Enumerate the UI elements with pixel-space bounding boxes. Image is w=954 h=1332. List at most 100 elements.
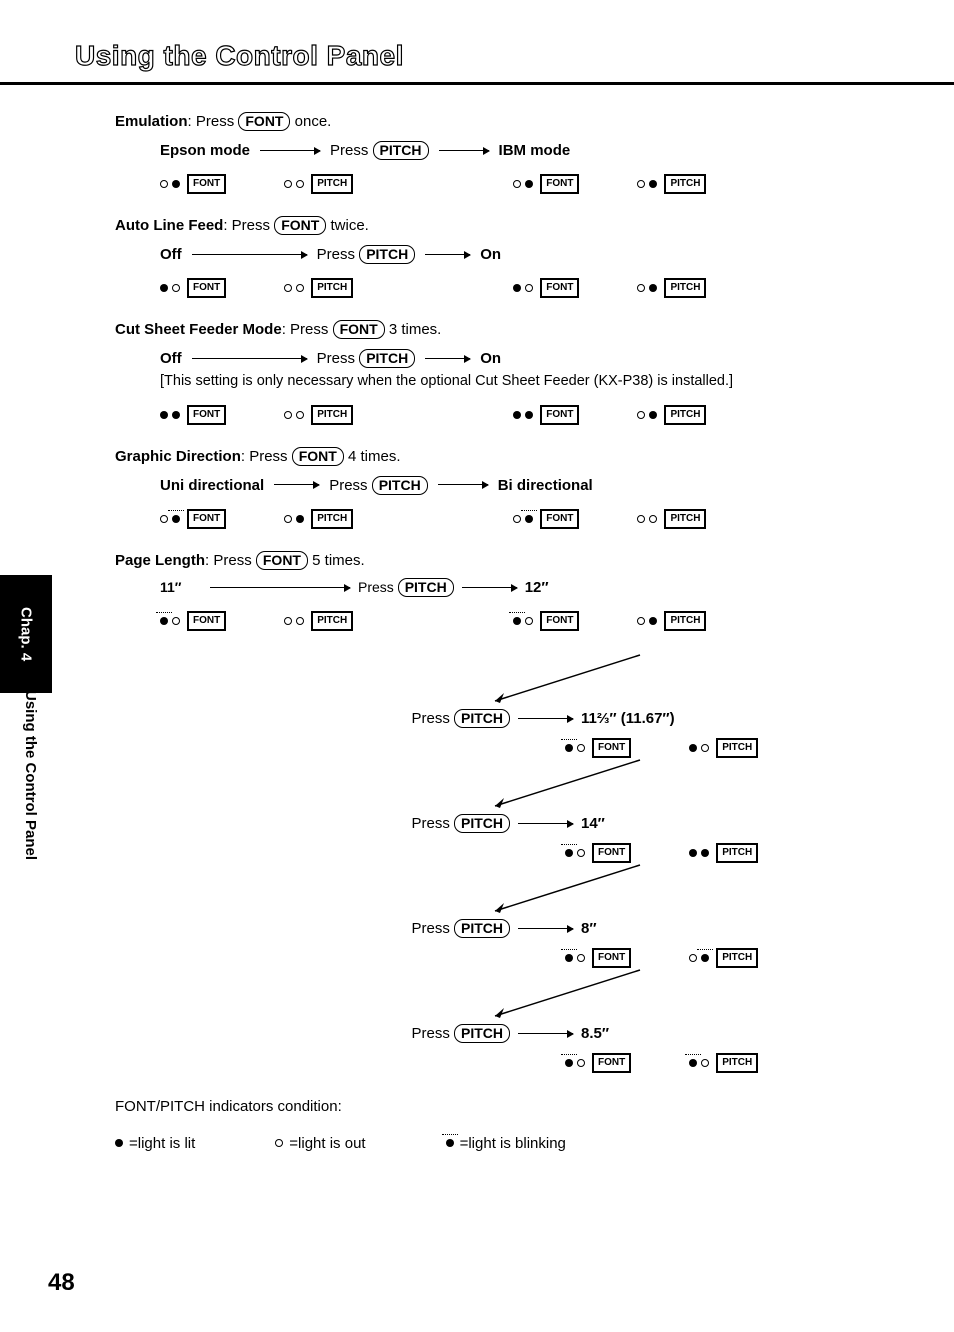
arrow-icon: [425, 254, 470, 256]
led-out-icon: [637, 180, 645, 188]
led-lit-icon: [513, 284, 521, 292]
legend-heading: FONT/PITCH indicators condition:: [115, 1098, 894, 1115]
font-button-icon: FONT: [187, 509, 226, 529]
indicator-row: FONT PITCH FONT PITCH: [160, 405, 894, 425]
pitch-button-icon: PITCH: [311, 405, 353, 425]
led-blink-icon: [446, 1139, 454, 1147]
led-out-icon: [637, 284, 645, 292]
led-out-icon: [577, 1059, 585, 1067]
led-blink-icon: [172, 515, 180, 523]
led-lit-icon: [172, 411, 180, 419]
indicator-group: FONTPITCH: [160, 174, 353, 194]
indicator-group: FONTPITCH: [513, 174, 706, 194]
autolf-label: Auto Line Feed: [115, 217, 223, 234]
indicator-group: FONTPITCH: [513, 611, 706, 631]
pagelen-start-value: 11″: [160, 579, 210, 595]
side-caption: Using the Control Panel: [22, 690, 39, 860]
pagelen-heading: Page Length: Press FONT 5 times.: [115, 551, 894, 570]
led-out-icon: [513, 515, 521, 523]
led-out-icon: [525, 617, 533, 625]
indicator-group: FONT PITCH: [565, 738, 758, 758]
indicator-row: FONTPITCH FONTPITCH: [160, 611, 894, 631]
csf-heading: Cut Sheet Feeder Mode: Press FONT 3 time…: [115, 320, 894, 339]
led-out-icon: [296, 411, 304, 419]
indicator-group: FONTPITCH: [160, 278, 353, 298]
font-keycap: FONT: [292, 447, 344, 466]
pitch-keycap: PITCH: [454, 919, 510, 938]
arrow-icon: [518, 1033, 573, 1034]
font-button-icon: FONT: [540, 405, 579, 425]
led-out-icon: [701, 744, 709, 752]
pitch-button-icon: PITCH: [664, 509, 706, 529]
led-out-icon: [637, 515, 645, 523]
led-blink-icon: [565, 1059, 573, 1067]
led-out-icon: [577, 744, 585, 752]
indicator-group: FONTPITCH: [160, 509, 353, 529]
led-out-icon: [296, 180, 304, 188]
pitch-button-icon: PITCH: [664, 405, 706, 425]
led-lit-icon: [160, 411, 168, 419]
led-out-icon: [160, 515, 168, 523]
indicator-group: FONTPITCH: [565, 843, 758, 863]
arrow-icon: [518, 718, 573, 719]
indicator-group: FONTPITCH: [160, 611, 353, 631]
indicator-group: FONTPITCH: [565, 1053, 758, 1073]
led-out-icon: [284, 515, 292, 523]
led-out-icon: [689, 954, 697, 962]
led-out-icon: [284, 411, 292, 419]
graphic-label: Graphic Direction: [115, 448, 241, 465]
diagonal-arrow: [460, 968, 894, 1016]
pitch-button-icon: PITCH: [311, 174, 353, 194]
arrow-icon: [260, 150, 320, 152]
autolf-flow: Off Press PITCH On: [160, 245, 894, 264]
led-out-icon: [284, 617, 292, 625]
pitch-button-icon: PITCH: [311, 611, 353, 631]
led-out-icon: [577, 849, 585, 857]
led-blink-icon: [565, 954, 573, 962]
font-button-icon: FONT: [187, 405, 226, 425]
pagelen-step-row: Press PITCH8″: [160, 919, 894, 938]
led-blink-icon: [565, 849, 573, 857]
arrow-icon: [438, 484, 488, 486]
pitch-keycap: PITCH: [454, 1024, 510, 1043]
font-button-icon: FONT: [540, 509, 579, 529]
led-out-icon: [525, 284, 533, 292]
led-out-icon: [577, 954, 585, 962]
csf-label: Cut Sheet Feeder Mode: [115, 321, 282, 338]
led-blink-icon: [689, 1059, 697, 1067]
title-rule: [0, 82, 954, 85]
font-button-icon: FONT: [592, 1053, 631, 1073]
graphic-heading: Graphic Direction: Press FONT 4 times.: [115, 447, 894, 466]
pitch-button-icon: PITCH: [664, 174, 706, 194]
pagelen-chain: 11″Press PITCH12″FONTPITCHFONTPITCHPress…: [160, 578, 894, 1073]
chapter-tab: Chap. 4: [0, 575, 52, 693]
pitch-button-icon: PITCH: [716, 948, 758, 968]
led-out-icon: [160, 180, 168, 188]
pagelen-value: 11⅔″ (11.67″): [573, 710, 711, 727]
autolf-heading: Auto Line Feed: Press FONT twice.: [115, 216, 894, 235]
font-button-icon: FONT: [592, 948, 631, 968]
led-blink-icon: [160, 617, 168, 625]
led-lit-icon: [172, 180, 180, 188]
font-button-icon: FONT: [592, 738, 631, 758]
indicator-group: FONT PITCH: [565, 948, 758, 968]
arrow-icon: [462, 587, 517, 588]
font-keycap: FONT: [333, 320, 385, 339]
pagelen-step-row: Press PITCH11⅔″ (11.67″): [160, 709, 894, 728]
pitch-button-icon: PITCH: [716, 738, 758, 758]
font-button-icon: FONT: [540, 278, 579, 298]
led-lit-icon: [649, 617, 657, 625]
diagonal-arrow: [460, 863, 894, 911]
page-number: 48: [48, 1269, 75, 1297]
pagelen-step-row: Press PITCH8.5″: [160, 1024, 894, 1043]
font-keycap: FONT: [256, 551, 308, 570]
pagelen-value: 14″: [573, 815, 711, 832]
indicator-row: FONT PITCH: [565, 948, 894, 968]
pagelen-label: Page Length: [115, 552, 205, 569]
pitch-keycap: PITCH: [359, 245, 415, 264]
emulation-heading: Emulation: Press FONT once.: [115, 112, 894, 131]
led-lit-icon: [296, 515, 304, 523]
csf-flow: Off Press PITCH On: [160, 349, 894, 368]
led-lit-icon: [689, 849, 697, 857]
led-lit-icon: [689, 744, 697, 752]
